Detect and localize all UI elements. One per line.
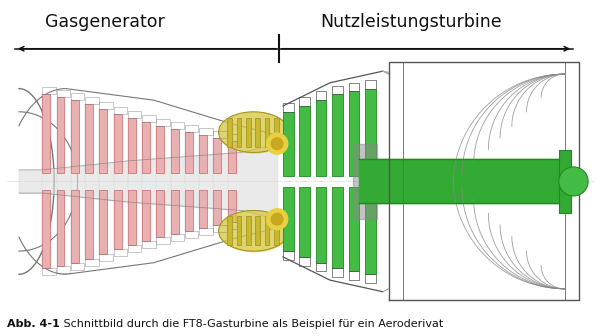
Bar [316,100,326,176]
Bar [265,118,269,146]
Bar [332,94,343,176]
Bar [283,187,293,251]
Bar [256,216,260,245]
Bar [71,100,79,173]
Bar [71,190,79,263]
Bar [43,94,50,173]
Bar [299,187,310,257]
Bar [365,187,376,274]
Bar [113,114,122,173]
Bar [170,129,179,173]
Bar [170,190,179,234]
Bar [100,190,107,254]
Bar [199,135,207,173]
Bar [246,216,251,245]
Bar [142,122,150,173]
Bar [43,190,50,268]
Circle shape [266,133,287,154]
Bar [227,118,232,146]
Bar [227,141,236,173]
Bar [236,118,241,146]
Bar [113,190,122,249]
Bar [214,190,221,225]
Text: Abb. 4-1: Abb. 4-1 [7,319,60,329]
Bar [227,216,232,245]
Circle shape [271,213,283,225]
Bar [85,104,93,173]
Text: Schnittbild durch die FT8-Gasturbine als Beispiel für ein Aeroderivat: Schnittbild durch die FT8-Gasturbine als… [60,319,443,329]
Circle shape [559,167,588,196]
Bar [299,106,310,176]
Bar [236,216,241,245]
Bar [227,190,236,222]
Bar [265,216,269,245]
Bar [185,132,193,173]
Bar [157,126,164,173]
Bar [559,150,571,213]
Bar [56,190,64,265]
Bar [332,187,343,268]
Bar [185,190,193,231]
Bar [142,190,150,241]
Text: Gasgenerator: Gasgenerator [45,13,165,31]
Bar [246,118,251,146]
Bar [349,91,359,176]
Bar [274,118,279,146]
Bar [256,118,260,146]
Bar [199,190,207,228]
Bar [316,187,326,263]
Bar [349,187,359,271]
Circle shape [266,209,287,229]
Bar [128,190,136,245]
Bar [214,138,221,173]
Bar [274,216,279,245]
Bar [157,190,164,237]
Bar [128,118,136,173]
Bar [365,89,376,176]
Bar [100,109,107,173]
Bar [85,190,93,259]
Bar [56,97,64,173]
Text: Nutzleistungsturbine: Nutzleistungsturbine [320,13,502,31]
Bar [283,112,293,176]
Circle shape [271,138,283,150]
